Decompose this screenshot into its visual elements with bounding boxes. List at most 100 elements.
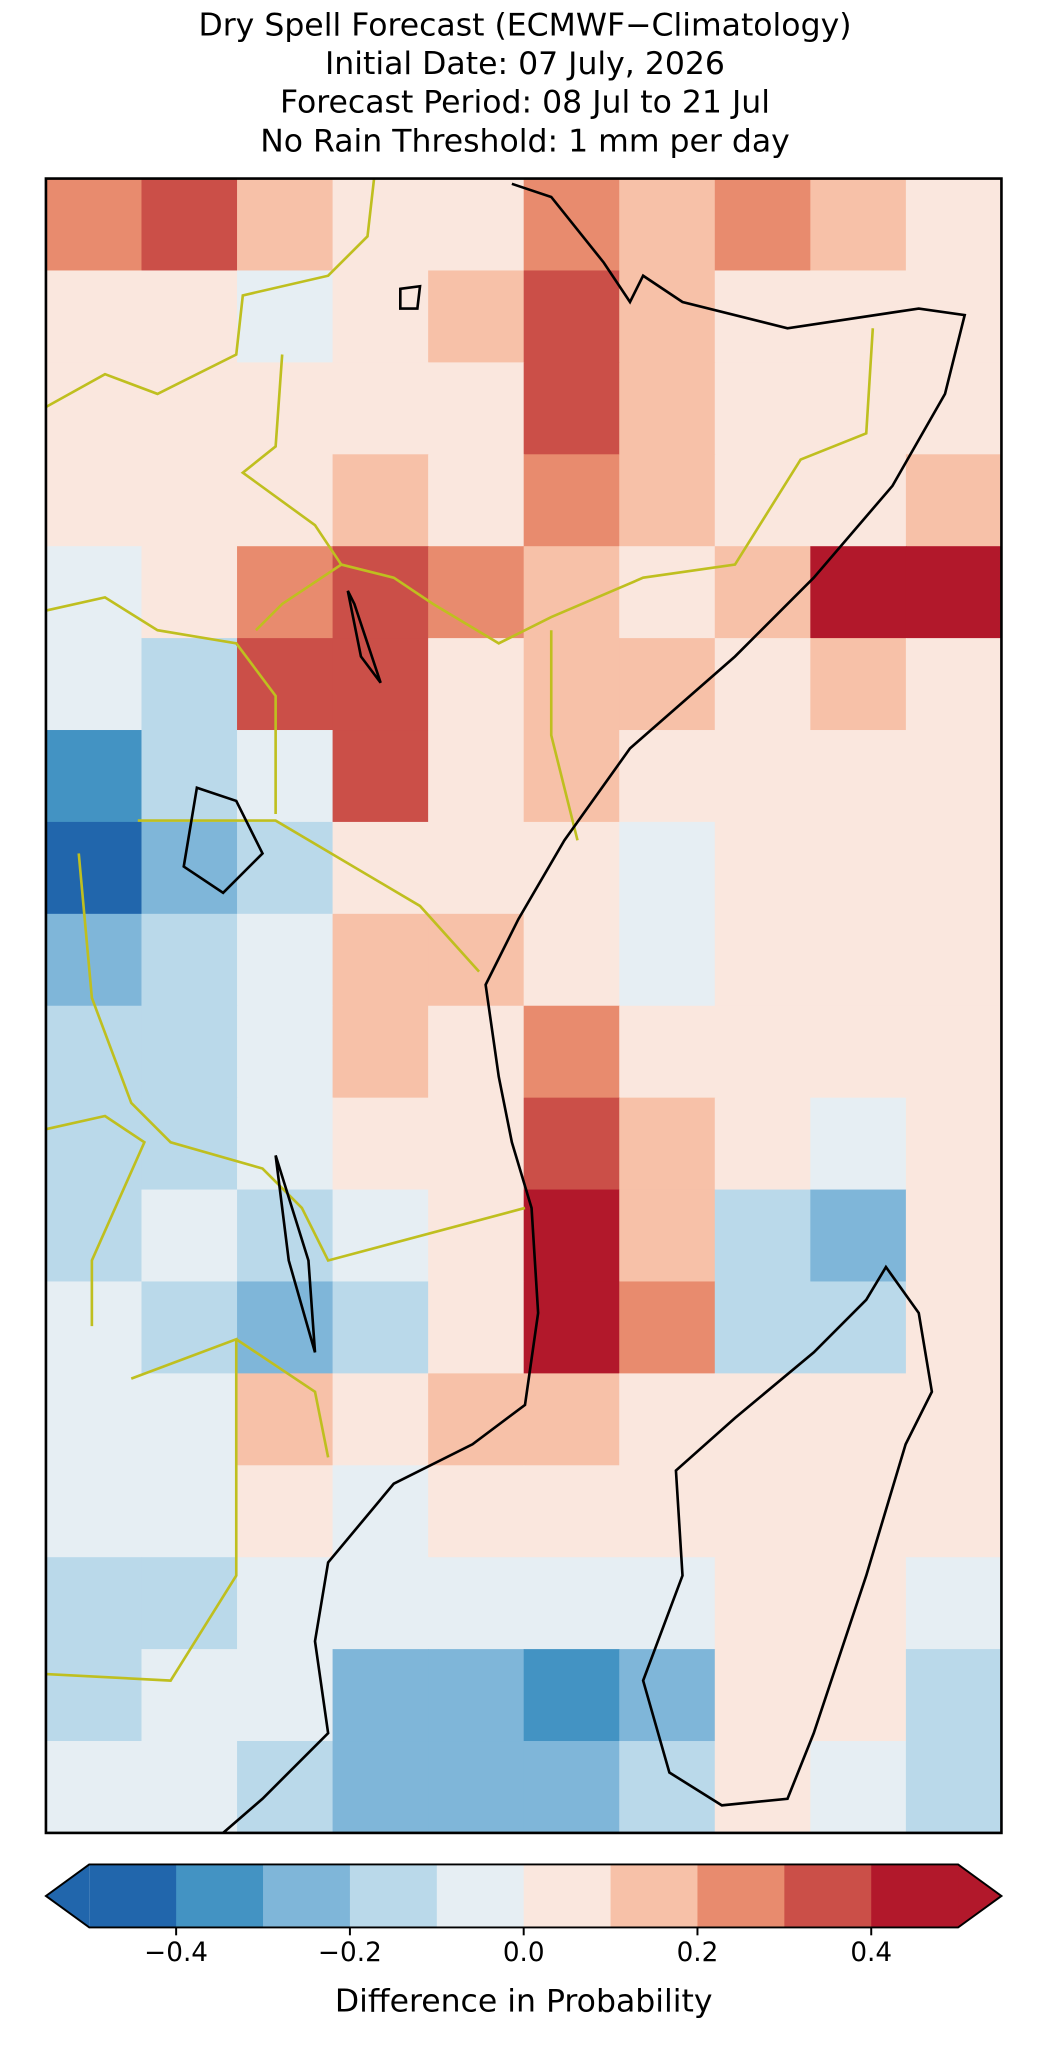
grid-cell (714, 730, 811, 823)
grid-cell (905, 1557, 1003, 1650)
grid-cell (237, 1281, 334, 1375)
grid-cell (45, 913, 143, 1007)
grid-cell (237, 178, 334, 272)
colorbar-swatch (436, 1864, 525, 1928)
grid-cell (810, 1281, 907, 1375)
grid-cell (810, 1741, 907, 1834)
grid-cell (905, 546, 1003, 639)
grid-cell (619, 913, 716, 1007)
grid-cell (905, 638, 1003, 731)
grid-cell (141, 1281, 238, 1375)
lake (274, 1155, 317, 1353)
chart-title: Forecast Period: 08 Jul to 21 Jul (280, 85, 770, 121)
grid-cell (905, 1741, 1003, 1834)
grid-cell (428, 1465, 525, 1558)
grid-cell (141, 1741, 238, 1834)
grid-cell (332, 270, 429, 364)
colorbar-extension (45, 1864, 90, 1928)
grid-cell (332, 913, 429, 1007)
colorbar-swatch (784, 1864, 872, 1928)
colorbar-swatch (523, 1864, 612, 1928)
grid-cell (428, 1005, 525, 1099)
lake (346, 590, 382, 684)
grid-cell (332, 1557, 429, 1650)
grid-cell (619, 270, 716, 364)
grid-cell (810, 178, 907, 272)
grid-cell (810, 546, 907, 639)
grid-cell (45, 546, 143, 639)
border-line (77, 853, 526, 1263)
grid-cell (332, 821, 429, 915)
grid-cell (428, 454, 525, 547)
grid-cell (619, 1649, 716, 1742)
coastline (641, 1264, 934, 1807)
border-line (549, 630, 579, 841)
grid-cell (141, 178, 238, 272)
grid-cell (45, 270, 143, 364)
grid-cell (619, 1557, 716, 1650)
grid-cell (714, 1373, 811, 1466)
grid-cell (45, 1281, 143, 1375)
grid-cell (810, 913, 907, 1007)
grid-cell (523, 270, 620, 364)
grid-cell (237, 362, 334, 455)
grid-cell (332, 1373, 429, 1466)
grid-cell (141, 913, 238, 1007)
colorbar-outline (44, 1863, 1004, 1929)
grid-cell (237, 1097, 334, 1191)
grid-cell (619, 1465, 716, 1558)
grid-cell (428, 1741, 525, 1834)
grid-cell (237, 1557, 334, 1650)
grid-cell (905, 1465, 1003, 1558)
grid-cell (141, 362, 238, 455)
grid-cell (810, 362, 907, 455)
colorbar-swatch (871, 1864, 959, 1928)
grid-cell (523, 1465, 620, 1558)
grid-cell (428, 1281, 525, 1375)
grid-cell (237, 1465, 334, 1558)
grid-cell (428, 362, 525, 455)
grid-cell (714, 913, 811, 1007)
colorbar-swatch (349, 1864, 438, 1928)
grid-cell (45, 730, 143, 823)
grid-cell (428, 178, 525, 272)
grid-cell (619, 362, 716, 455)
grid-cell (332, 1281, 429, 1375)
border-line (340, 328, 875, 645)
grid-cell (428, 821, 525, 915)
grid-cell (714, 1465, 811, 1558)
chart-title: No Rain Threshold: 1 mm per day (260, 123, 790, 159)
grid-cell (141, 546, 238, 639)
grid-cell (523, 1097, 620, 1191)
grid-cell (619, 1741, 716, 1834)
grid-cell (714, 638, 811, 731)
grid-cell (810, 638, 907, 731)
grid-cell (428, 638, 525, 731)
grid-cell (905, 1005, 1003, 1099)
coastlines (182, 182, 967, 1834)
grid-cell (619, 546, 716, 639)
map-frame (44, 177, 1003, 1835)
grid-cell (905, 913, 1003, 1007)
grid-cell (141, 1557, 238, 1650)
grid-cell (619, 454, 716, 547)
grid-cell (45, 1097, 143, 1191)
grid-cell (523, 730, 620, 823)
grid-cell (523, 821, 620, 915)
grid-cell (141, 1097, 238, 1191)
title-block: Dry Spell Forecast (ECMWF−Climatology)In… (198, 7, 851, 159)
grid-cell (905, 362, 1003, 455)
grid-cell (237, 638, 334, 731)
grid-cell (619, 1097, 716, 1191)
grid-cell (523, 362, 620, 455)
grid-cell (905, 1097, 1003, 1191)
grid-cell (714, 178, 811, 272)
grid-cell (810, 1097, 907, 1191)
grid-cell (428, 1189, 525, 1283)
colorbar-swatch (610, 1864, 699, 1928)
colorbar-swatch (176, 1864, 264, 1928)
grid-cell (714, 1557, 811, 1650)
grid-cell (332, 1005, 429, 1099)
grid-cell (810, 1465, 907, 1558)
grid-cell (810, 1005, 907, 1099)
